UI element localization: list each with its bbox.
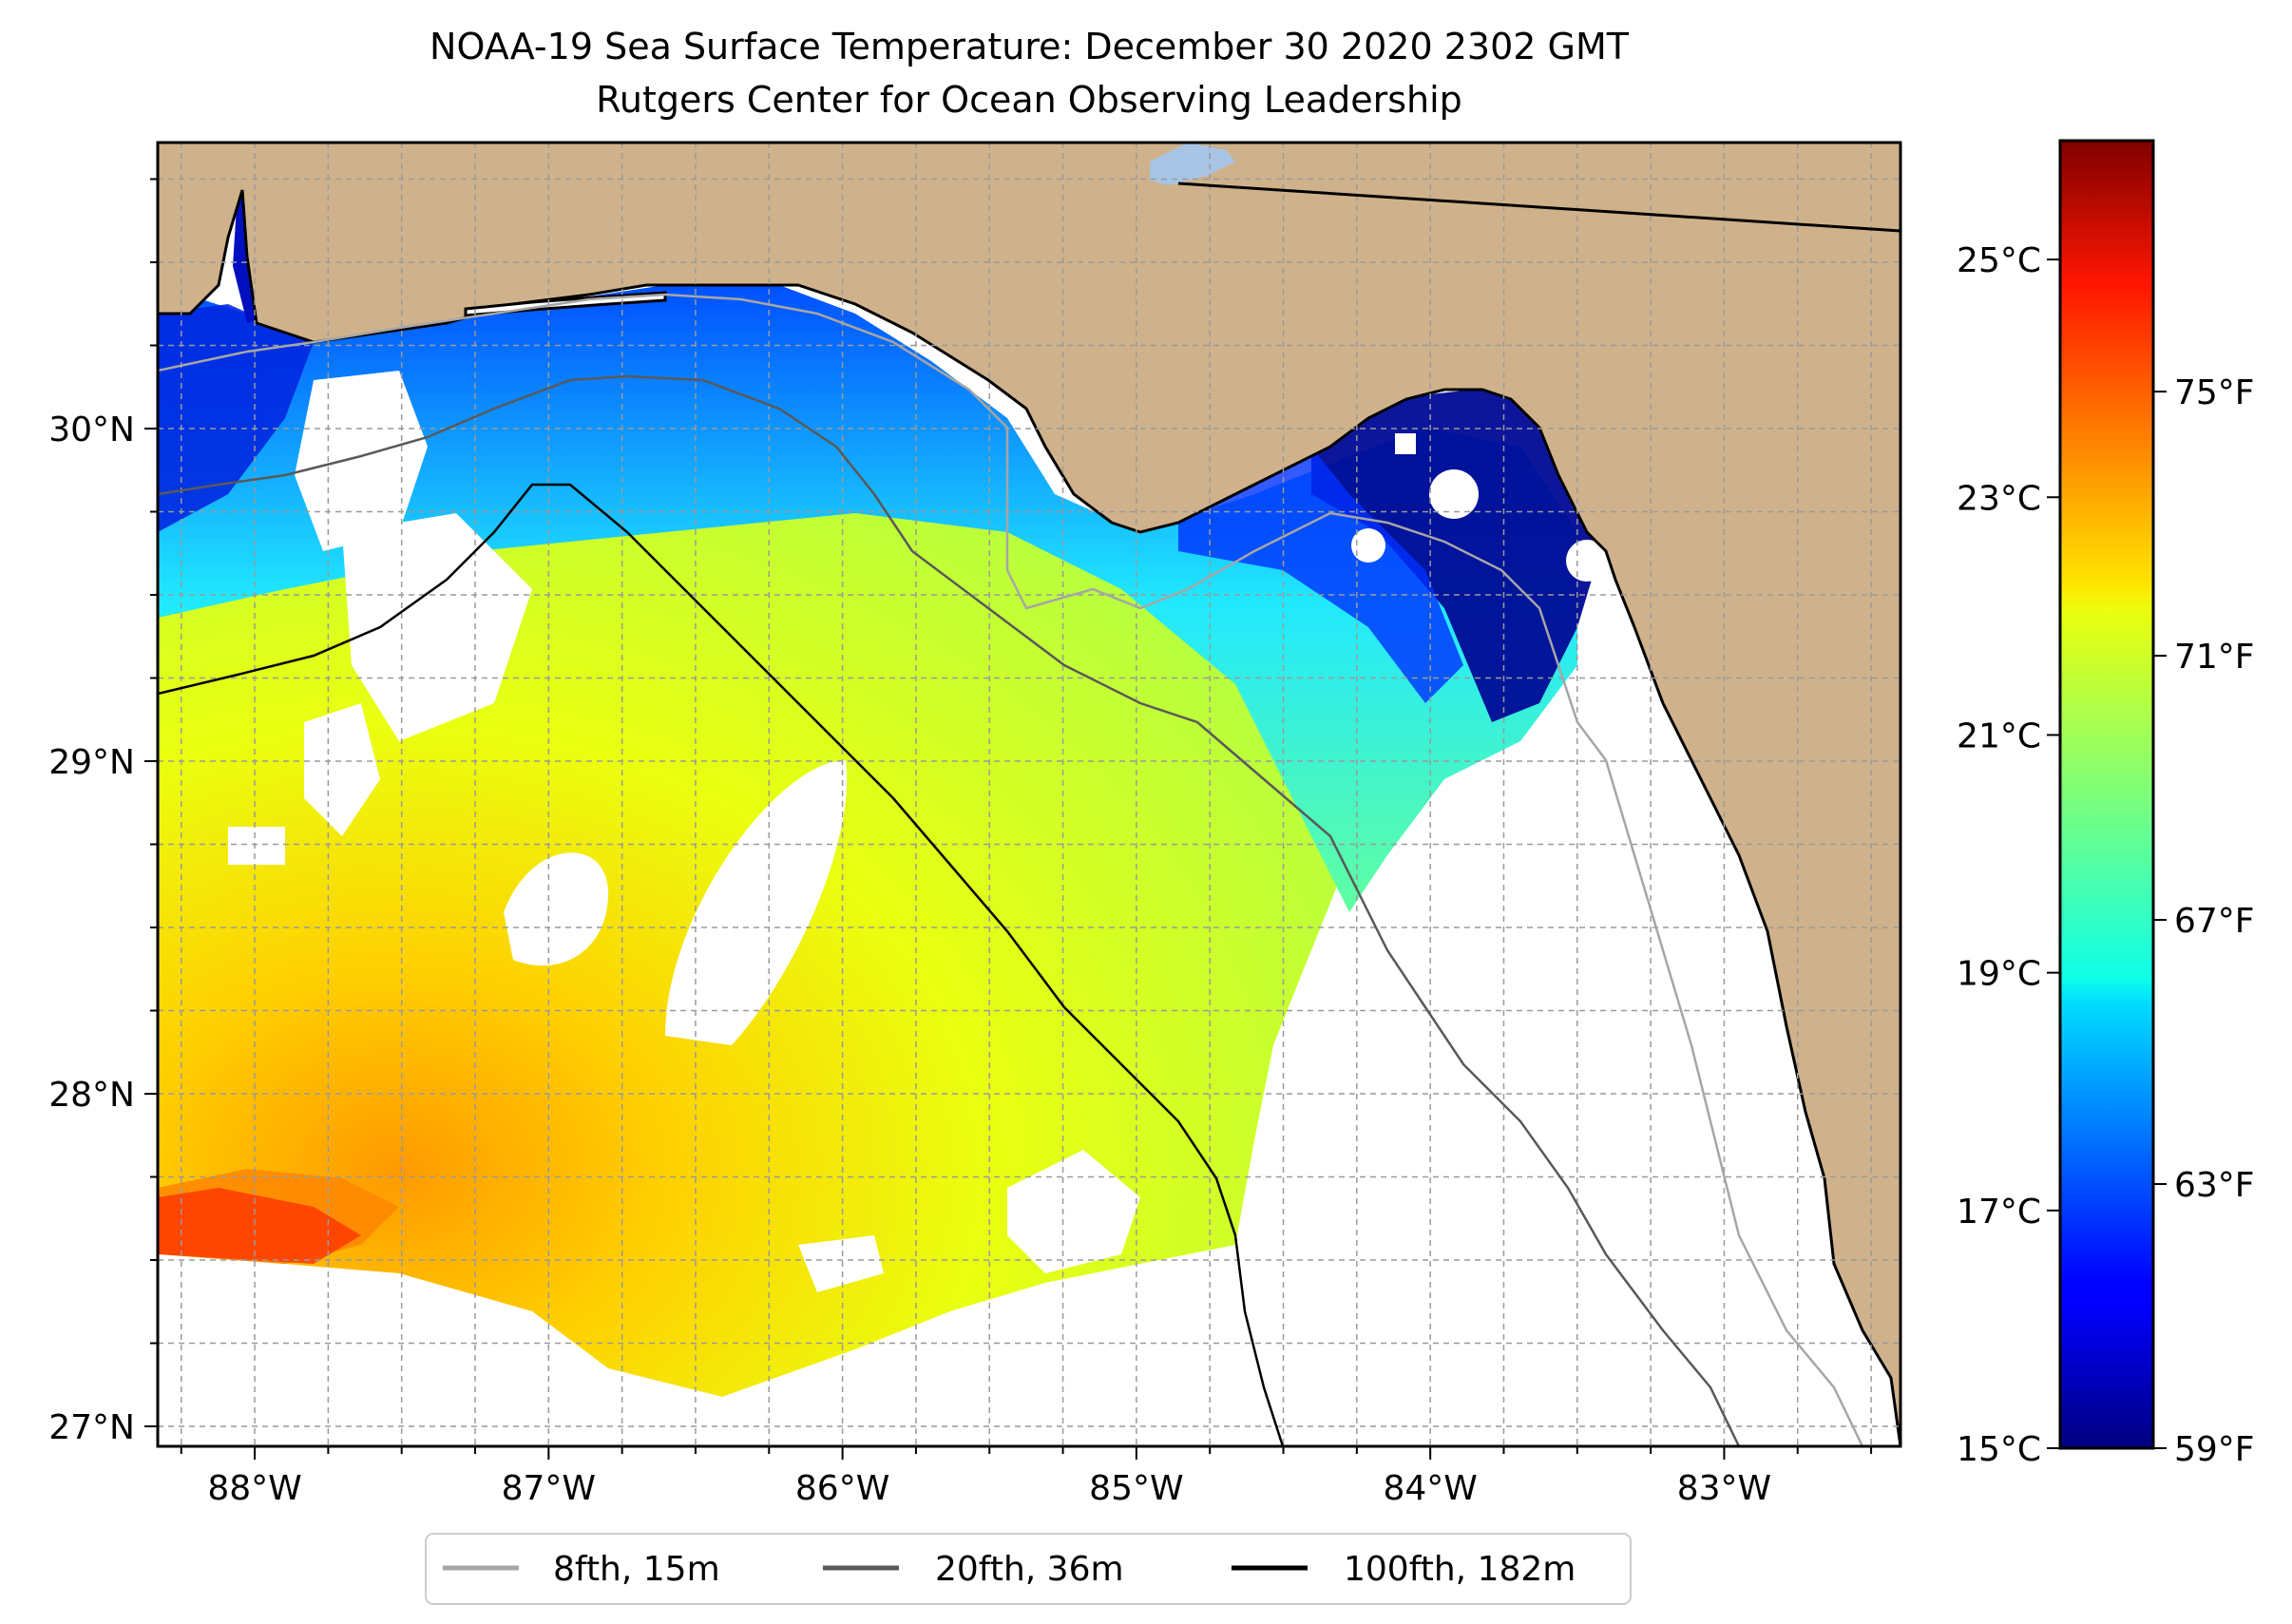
- y-tick-label: 29°N: [48, 743, 135, 782]
- land-mainland: [158, 143, 1900, 1446]
- chart-title-line2: Rutgers Center for Ocean Observing Leade…: [596, 79, 1462, 121]
- x-tick-label: 85°W: [1089, 1469, 1183, 1508]
- colorbar-left-tick-label: 15°C: [1957, 1430, 2041, 1469]
- sst-cool-band: [158, 285, 1577, 912]
- x-axis: 88°W 87°W 86°W 85°W 84°W 83°W: [180, 1446, 1873, 1508]
- sst-blue-east: [1178, 447, 1463, 703]
- colorbar-left-tick-label: 17°C: [1957, 1193, 2041, 1232]
- sst-cold-region-east: [1311, 390, 1606, 722]
- y-tick-label: 28°N: [48, 1076, 135, 1115]
- sst-red-patch: [158, 1188, 361, 1264]
- colorbar-left-ticks: 15°C 17°C 19°C 21°C 23°C 25°C: [1957, 241, 2060, 1469]
- gap-small-1: [228, 827, 285, 865]
- chart-title-line1: NOAA-19 Sea Surface Temperature: Decembe…: [430, 26, 1630, 67]
- legend-box: [425, 1533, 1632, 1605]
- colorbar-right-tick-label: 67°F: [2174, 902, 2255, 941]
- gap-south-small: [798, 1235, 884, 1292]
- colorbar-left-tick-label: 23°C: [1957, 479, 2041, 518]
- isobaths: [158, 293, 1864, 1446]
- x-tick-label: 84°W: [1383, 1469, 1477, 1508]
- colorbar-left-tick-label: 25°C: [1957, 241, 2041, 280]
- colorbar-right-tick-label: 75°F: [2174, 373, 2255, 412]
- y-tick-label: 27°N: [48, 1408, 135, 1447]
- x-tick-label: 83°W: [1677, 1469, 1771, 1508]
- legend-label-100fth: 100fth, 182m: [1344, 1550, 1576, 1589]
- gap-oval-1: [504, 852, 608, 966]
- colorbar-left-tick-label: 19°C: [1957, 955, 2041, 994]
- y-axis: 27°N 28°N 29°N 30°N: [48, 178, 158, 1447]
- isobath-100fth: [158, 483, 1285, 1446]
- lake-north: [1150, 143, 1235, 185]
- gap-northwest: [342, 513, 532, 741]
- gap-west-mid: [304, 703, 380, 836]
- isobath-legend: 8fth, 15m 20fth, 36m 100fth, 182m: [425, 1533, 1632, 1605]
- colorbar-right-tick-label: 71°F: [2174, 638, 2255, 677]
- x-tick-label: 86°W: [795, 1469, 889, 1508]
- colorbar-left-tick-label: 21°C: [1957, 716, 2041, 755]
- gap-square-1: [1395, 433, 1416, 454]
- map-frame: [156, 141, 1902, 1448]
- state-border-line: [1177, 182, 1900, 233]
- colorbar-gradient: [2058, 139, 2155, 1450]
- gap-oval-2: [665, 760, 848, 1045]
- isobath-8fth: [158, 293, 1864, 1446]
- colorbar-right-tick-label: 59°F: [2174, 1430, 2255, 1469]
- gap-circle-2: [1351, 528, 1385, 563]
- isobath-20fth: [158, 374, 1741, 1446]
- gap-south: [158, 1245, 1254, 1446]
- y-tick-label: 30°N: [48, 411, 135, 449]
- x-tick-label: 87°W: [502, 1469, 596, 1508]
- colorbar-right-ticks: 59°F 63°F 67°F 71°F 75°F: [2153, 373, 2255, 1469]
- map-panel: [158, 143, 1900, 1446]
- legend-label-8fth: 8fth, 15m: [553, 1550, 720, 1589]
- colorbar-right-tick-label: 63°F: [2174, 1166, 2255, 1205]
- legend-label-20fth: 20fth, 36m: [935, 1550, 1124, 1589]
- gridlines: [158, 143, 1900, 1446]
- gap-circle-3: [1566, 540, 1608, 582]
- gap-south-mid: [1007, 1150, 1140, 1273]
- colorbar: 15°C 17°C 19°C 21°C 23°C 25°C 59°F 63°F 67°F 71°…: [1957, 139, 2255, 1469]
- gap-circle-1: [1429, 469, 1479, 519]
- x-tick-label: 88°W: [207, 1469, 301, 1508]
